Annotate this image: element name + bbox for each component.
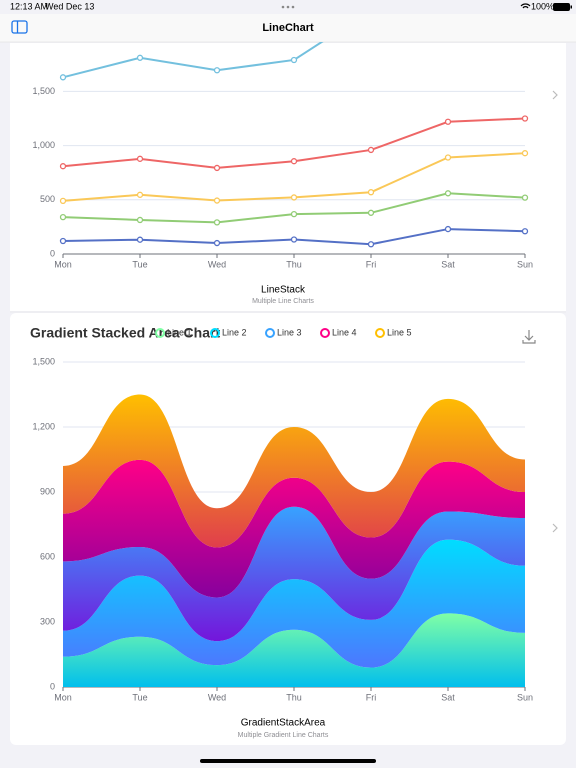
legend-icon: [320, 328, 330, 338]
point: [59, 74, 67, 81]
y-tick-label: 1,000: [32, 140, 55, 150]
status-date: Wed Dec 13: [45, 1, 94, 11]
wifi-icon: [520, 3, 531, 9]
point: [59, 237, 67, 245]
x-tick-label: Fri: [366, 259, 377, 269]
point: [136, 236, 144, 243]
item-subtitle: Multiple Gradient Line Charts: [238, 732, 329, 739]
y-tick-label: 600: [40, 551, 55, 561]
point: [213, 67, 221, 74]
point: [521, 150, 529, 157]
status-time: 12:13 AM: [10, 1, 48, 11]
point: [136, 191, 144, 198]
y-tick-label: 1,500: [32, 356, 55, 366]
legend-label: Line 2: [222, 327, 247, 337]
legend-icon: [375, 328, 385, 338]
point: [59, 197, 67, 205]
x-tick-label: Sun: [517, 692, 533, 702]
home-indicator: [200, 759, 376, 763]
point: [213, 219, 221, 226]
point: [290, 236, 298, 243]
point: [521, 194, 529, 201]
y-tick-label: 0: [50, 248, 55, 258]
item-subtitle: Multiple Line Charts: [252, 298, 314, 305]
point: [290, 194, 298, 201]
point: [444, 154, 452, 161]
legend-label: Line 5: [387, 327, 412, 337]
chart-linestack: 0 500 1,000 1,500 Mon Tue Wed Thu Fri Sat Sun: [32, 42, 533, 269]
point: [59, 213, 67, 221]
y-tick-label: 1,500: [32, 86, 55, 96]
x-tick-label: Sun: [517, 259, 533, 269]
point: [136, 155, 144, 162]
x-tick-label: Sat: [441, 259, 455, 269]
point: [367, 241, 375, 248]
x-tick-label: Sat: [441, 692, 455, 702]
y-tick-label: 900: [40, 486, 55, 496]
x-tick-label: Tue: [132, 259, 147, 269]
point: [444, 225, 452, 233]
chevron: [552, 90, 558, 100]
series-area: [63, 394, 525, 548]
x-tick-label: Mon: [54, 692, 72, 702]
x-tick-label: Tue: [132, 692, 147, 702]
x-tick-label: Thu: [286, 692, 302, 702]
point: [521, 115, 529, 122]
point: [290, 158, 298, 165]
point: [290, 210, 298, 218]
series-area: [63, 539, 525, 668]
y-tick-label: 1,200: [32, 421, 55, 431]
point: [444, 118, 452, 125]
point: [290, 56, 298, 64]
point: [444, 190, 452, 197]
series-area: [63, 459, 525, 598]
series-area: [63, 506, 525, 642]
legend: Line 1 Line 2 Line 3 Line 4 Line 5: [155, 327, 412, 338]
chart-gradient-area: 0 300 600 900 1,200 1,500 Mon Tue Wed Thu Fri Sat Su…: [32, 356, 533, 702]
x-tick-label: Thu: [286, 259, 302, 269]
battery-text: 100%: [531, 1, 554, 11]
point: [59, 163, 67, 170]
point: [367, 146, 375, 154]
multitask-dots: [281, 5, 295, 9]
chevron: [552, 523, 558, 533]
battery-icon: [553, 3, 572, 11]
item-title: GradientStackArea: [241, 718, 326, 729]
legend-label: Line 3: [277, 327, 302, 337]
x-tick-label: Wed: [208, 259, 226, 269]
legend-label: Line 4: [332, 327, 357, 337]
nav-bar: [0, 14, 576, 42]
y-tick-label: 300: [40, 616, 55, 626]
point: [367, 209, 375, 216]
nav-title: LineChart: [262, 22, 314, 34]
sidebar-button[interactable]: [11, 20, 28, 34]
chart-title: Gradient Stacked Area Chart: [30, 325, 220, 341]
legend-label: Line 1: [167, 327, 192, 337]
point: [213, 197, 221, 204]
legend-icon: [265, 328, 275, 338]
download-button[interactable]: [522, 330, 536, 344]
y-tick-label: 0: [50, 681, 55, 691]
point: [521, 228, 529, 235]
y-tick-label: 500: [40, 194, 55, 204]
point: [136, 216, 144, 224]
item-title: LineStack: [261, 285, 306, 296]
point: [367, 189, 375, 196]
x-tick-label: Fri: [366, 692, 377, 702]
card-linestack[interactable]: [10, 43, 566, 311]
point: [213, 164, 221, 172]
legend-icon: [210, 328, 220, 338]
x-tick-label: Mon: [54, 259, 72, 269]
point: [213, 239, 221, 247]
legend-icon: [155, 328, 165, 338]
point: [136, 54, 144, 61]
series-area: [63, 613, 525, 687]
x-tick-label: Wed: [208, 692, 226, 702]
